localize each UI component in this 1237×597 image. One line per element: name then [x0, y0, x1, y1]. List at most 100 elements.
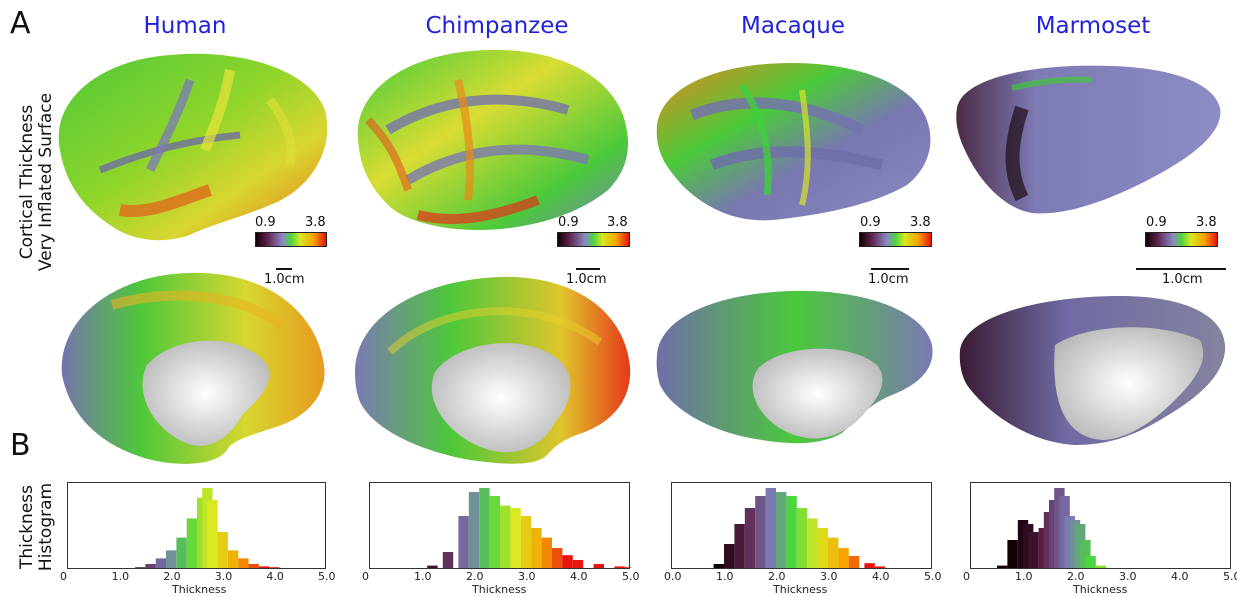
macaque-histogram-bar [874, 566, 886, 568]
histogram-label-line1: Thickness [17, 484, 37, 570]
marmoset-scale-bar [1136, 268, 1226, 270]
human-histogram-bar [258, 566, 270, 568]
macaque-histogram-bar [848, 556, 860, 568]
chimpanzee-tick-label: 1.0 [414, 570, 432, 583]
macaque-tick-label: 1.0 [716, 570, 734, 583]
chimpanzee-histogram-bar [468, 492, 480, 568]
marmoset-histogram-bar [1080, 540, 1091, 568]
marmoset-histogram-bars [997, 488, 1107, 568]
macaque-tick-label: 2.0 [768, 570, 786, 583]
marmoset-histogram-bar [1049, 500, 1060, 568]
marmoset-colorbar-min: 0.9 [1146, 215, 1167, 230]
marmoset-histogram-bar [1017, 520, 1029, 568]
chimpanzee-x-axis-title: Thickness [472, 583, 527, 596]
marmoset-x-axis-title: Thickness [1073, 583, 1128, 596]
human-histogram-bar [176, 537, 187, 568]
chimpanzee-tick-label: 3.0 [518, 570, 536, 583]
marmoset-histogram-bar [997, 565, 1008, 568]
macaque-scale-bar [871, 268, 909, 270]
human-tick-label: 0 [60, 570, 67, 583]
marmoset-histogram-ticks: 0 1.0 2.0 3.0 4.0 5.0 [963, 570, 1237, 584]
chimpanzee-histogram-bar [489, 496, 500, 568]
species-title-human: Human [143, 13, 227, 39]
marmoset-tick-label: 3.0 [1119, 570, 1137, 583]
marmoset-histogram-frame [970, 482, 1231, 569]
species-title-chimpanzee: Chimpanzee [425, 13, 569, 39]
macaque-tick-label: 4.0 [872, 570, 890, 583]
marmoset-histogram [970, 482, 1231, 569]
marmoset-histogram-bar [1085, 556, 1096, 568]
chimpanzee-medial-surface [355, 276, 631, 464]
chimpanzee-histogram-bar [520, 516, 532, 568]
marmoset-histogram-bar [1064, 516, 1075, 568]
human-x-axis-title: Thickness [172, 583, 227, 596]
human-histogram-bar [145, 564, 156, 568]
chimpanzee-scale-bar [576, 268, 600, 270]
human-colorbar-min: 0.9 [255, 215, 276, 230]
chimpanzee-colorbar-max: 3.8 [607, 215, 628, 230]
human-colorbar [255, 232, 327, 247]
macaque-tick-label: 3.0 [820, 570, 838, 583]
histogram-label-line2: Histogram [36, 482, 56, 572]
human-histogram-bar [186, 518, 197, 568]
chimpanzee-histogram-bars [427, 488, 631, 568]
marmoset-colorbar [1145, 232, 1218, 247]
human-histogram-bar [166, 550, 177, 568]
macaque-x-axis-title: Thickness [773, 583, 828, 596]
macaque-medial-surface [656, 290, 933, 444]
chimpanzee-histogram-bar [552, 548, 563, 568]
human-histogram-bar [238, 558, 249, 568]
marmoset-histogram-bar [1075, 524, 1086, 568]
chimpanzee-tick-label: 5.0 [622, 570, 640, 583]
chimpanzee-histogram-bar [541, 537, 552, 568]
marmoset-colorbar-max: 3.8 [1196, 215, 1217, 230]
macaque-colorbar-max: 3.8 [910, 215, 931, 230]
human-colorbar-max: 3.8 [305, 215, 326, 230]
chimpanzee-scale-label: 1.0cm [566, 272, 607, 287]
species-title-marmoset: Marmoset [1035, 13, 1151, 39]
chimpanzee-histogram-bar [458, 516, 469, 568]
chimpanzee-histogram-bar [624, 567, 631, 568]
macaque-histogram-bar [755, 496, 766, 568]
macaque-histogram-bar [744, 508, 756, 568]
marmoset-histogram-bar [1054, 488, 1065, 568]
marmoset-tick-label: 5.0 [1223, 570, 1237, 583]
chimpanzee-histogram [369, 482, 631, 569]
chimpanzee-colorbar [557, 232, 630, 247]
chimpanzee-tick-label: 4.0 [570, 570, 588, 583]
human-scale-label: 1.0cm [264, 272, 305, 287]
chimpanzee-histogram-bar [510, 508, 521, 568]
histogram-side-label: Thickness Histogram [17, 477, 58, 577]
human-histogram-bar [197, 497, 208, 568]
macaque-lateral-surface [656, 63, 931, 221]
human-tick-label: 3.0 [214, 570, 233, 583]
marmoset-lateral-surface [956, 65, 1221, 214]
human-histogram [67, 482, 326, 569]
marmoset-histogram-bar [1028, 532, 1039, 568]
macaque-tick-label: 0.0 [664, 570, 682, 583]
chimpanzee-colorbar-min: 0.9 [558, 215, 579, 230]
surface-label-line1: Cortical Thickness [17, 104, 37, 260]
macaque-histogram-bar [776, 492, 787, 568]
chimpanzee-histogram-bar [479, 488, 490, 568]
marmoset-histogram-bar [1038, 528, 1049, 568]
chimpanzee-tick-label: 2.0 [466, 570, 484, 583]
human-histogram-bar [207, 500, 218, 568]
chimpanzee-histogram-ticks: 0 1.0 2.0 3.0 4.0 5.0 [362, 570, 640, 584]
macaque-histogram [671, 482, 932, 569]
chimpanzee-histogram-bar [562, 555, 573, 568]
marmoset-tick-label: 1.0 [1015, 570, 1033, 583]
macaque-scale-label: 1.0cm [868, 272, 909, 287]
macaque-histogram-bar [828, 537, 839, 568]
macaque-histogram-bar [724, 544, 735, 568]
macaque-histogram-bar [713, 564, 724, 568]
chimpanzee-histogram-bar [593, 564, 604, 568]
macaque-colorbar-min: 0.9 [860, 215, 881, 230]
marmoset-histogram-bar [1095, 565, 1107, 568]
human-histogram-bar [155, 558, 166, 568]
chimpanzee-histogram-bar [442, 552, 454, 568]
human-scale-bar [276, 268, 292, 270]
chimpanzee-histogram-bar [427, 565, 438, 568]
human-tick-label: 1.0 [111, 570, 130, 583]
chimpanzee-histogram-bar [500, 505, 511, 568]
